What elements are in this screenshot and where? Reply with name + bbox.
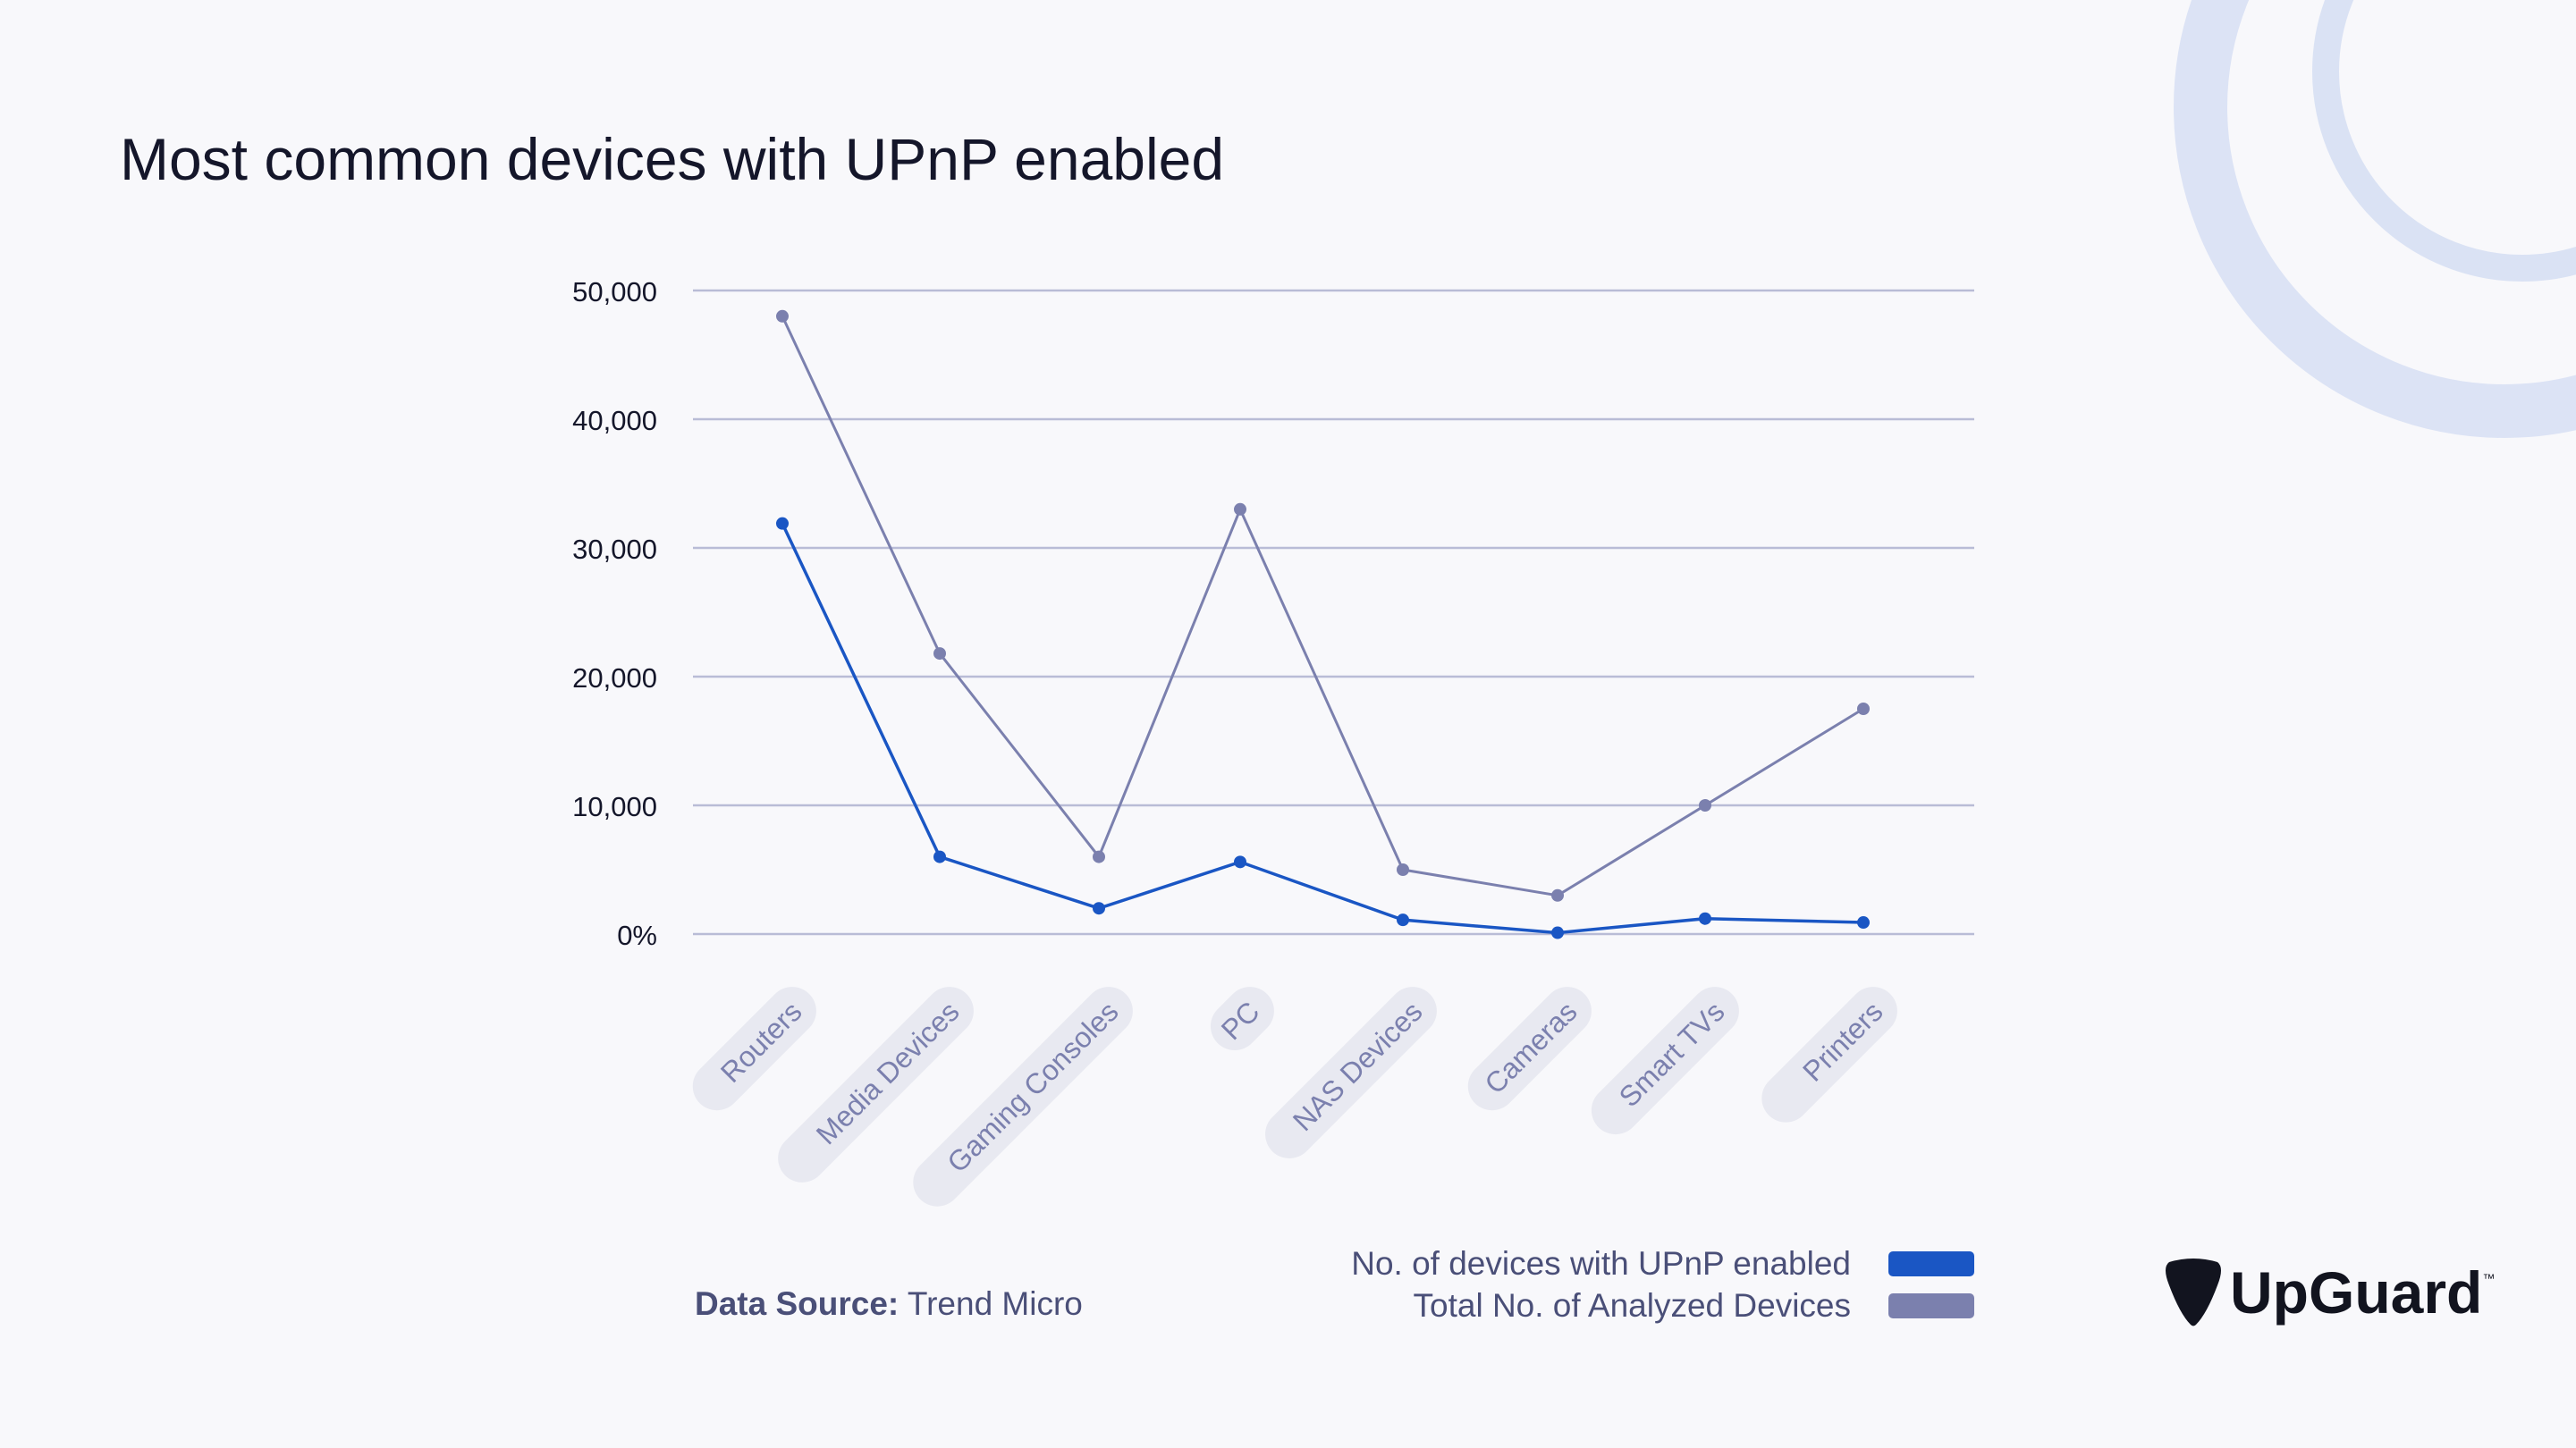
tick-pill (913, 987, 1133, 1207)
tick-pill (692, 987, 816, 1111)
source-value: Trend Micro (907, 1285, 1083, 1322)
legend: No. of devices with UPnP enabled Total N… (1351, 1242, 1974, 1326)
tick-pill (1210, 987, 1274, 1051)
tick-pill (778, 987, 974, 1183)
chart-title: Most common devices with UPnP enabled (120, 126, 1225, 192)
tick-pill (1467, 987, 1592, 1111)
x-tick-label: Routers (692, 987, 816, 1111)
data-point (1699, 912, 1711, 925)
y-tick-label: 40,000 (572, 405, 657, 436)
x-tick-label: Smart TVs (1591, 987, 1739, 1135)
y-tick-label: 30,000 (572, 534, 657, 565)
x-tick-text: Media Devices (810, 995, 966, 1150)
data-point (1551, 926, 1564, 939)
data-source: Data Source: Trend Micro (695, 1285, 1083, 1323)
y-tick-label: 50,000 (572, 276, 657, 307)
data-point (1857, 916, 1870, 930)
x-tick-text: Smart TVs (1613, 995, 1731, 1113)
data-point (1234, 502, 1246, 516)
series-line (781, 316, 1864, 897)
decorative-ring (2174, 0, 2576, 438)
data-point (1397, 913, 1409, 927)
source-label: Data Source: (695, 1285, 899, 1322)
x-tick-label: Cameras (1467, 987, 1592, 1111)
x-tick-label: NAS Devices (1265, 987, 1437, 1158)
x-tick-text: NAS Devices (1287, 995, 1429, 1137)
data-point (776, 309, 789, 323)
decorative-rings (2174, 0, 2576, 438)
data-point (776, 517, 789, 530)
data-point (1093, 850, 1105, 863)
x-tick-label: PC (1210, 987, 1274, 1051)
data-point (933, 850, 946, 863)
decorative-ring-inner (2312, 0, 2576, 282)
legend-item: No. of devices with UPnP enabled (1351, 1242, 1974, 1284)
upguard-logo: UpGuard ™ (2164, 1259, 2495, 1326)
tick-pill (1761, 987, 1897, 1123)
logo-text: UpGuard (2230, 1259, 2483, 1326)
y-tick-label: 20,000 (572, 662, 657, 694)
legend-swatch (1888, 1250, 1974, 1276)
data-point (1397, 863, 1409, 876)
data-point (1234, 855, 1246, 869)
data-point (1093, 902, 1105, 915)
data-point (1699, 799, 1711, 812)
legend-item: Total No. of Analyzed Devices (1351, 1284, 1974, 1326)
data-point (1551, 888, 1564, 902)
series-line (781, 522, 1864, 935)
legend-label: No. of devices with UPnP enabled (1351, 1244, 1851, 1282)
legend-label: Total No. of Analyzed Devices (1413, 1286, 1851, 1324)
tick-pill (1591, 987, 1739, 1135)
guitar-pick-icon (2166, 1259, 2221, 1326)
trademark: ™ (2482, 1271, 2496, 1285)
y-tick-label: 0% (617, 920, 657, 951)
legend-swatch (1888, 1292, 1974, 1318)
x-tick-label: Printers (1761, 987, 1897, 1123)
data-point (933, 647, 946, 661)
x-tick-text: Cameras (1478, 995, 1583, 1099)
y-tick-label: 10,000 (572, 791, 657, 822)
data-point (1857, 703, 1870, 715)
tick-pill (1265, 987, 1437, 1158)
